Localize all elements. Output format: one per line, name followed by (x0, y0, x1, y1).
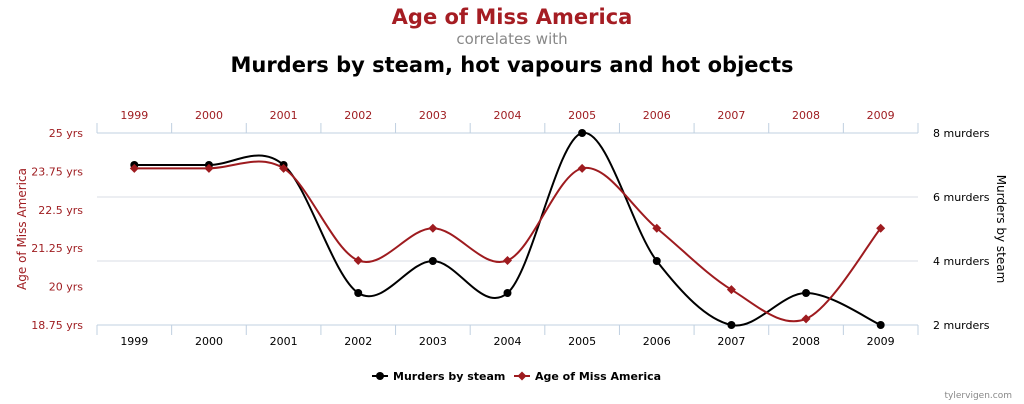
legend[interactable]: Murders by steam Age of Miss America (372, 370, 661, 383)
x-tick-label-bottom: 2006 (643, 335, 671, 348)
right-tick-label: 2 murders (933, 319, 990, 332)
right-tick-label: 8 murders (933, 127, 990, 140)
x-tick-label-top: 2009 (867, 109, 895, 122)
legend-item-murders-by-steam[interactable]: Murders by steam (372, 370, 505, 383)
x-tick-label-bottom: 2004 (494, 335, 522, 348)
x-tick-label-bottom: 2002 (344, 335, 372, 348)
left-axis-title: Age of Miss America (15, 168, 29, 290)
data-point-age-of-miss-america[interactable] (801, 314, 811, 324)
data-point-age-of-miss-america[interactable] (652, 223, 662, 233)
data-point-murders-by-steam[interactable] (428, 257, 437, 265)
data-point-murders-by-steam[interactable] (652, 257, 661, 265)
x-tick-label-top: 2002 (344, 109, 372, 122)
x-tick-label-bottom: 2001 (270, 335, 298, 348)
legend-label: Murders by steam (393, 370, 505, 383)
chart-title: Age of Miss America (392, 5, 633, 29)
right-tick-label: 6 murders (933, 191, 990, 204)
x-tick-label-top: 2000 (195, 109, 223, 122)
x-tick-label-top: 2005 (568, 109, 596, 122)
data-point-murders-by-steam[interactable] (354, 289, 363, 297)
x-tick-label-bottom: 2007 (717, 335, 745, 348)
x-tick-label-top: 2008 (792, 109, 820, 122)
x-tick-label-top: 2004 (494, 109, 522, 122)
x-tick-label-bottom: 2005 (568, 335, 596, 348)
data-point-age-of-miss-america[interactable] (726, 285, 736, 295)
data-point-age-of-miss-america[interactable] (428, 223, 438, 233)
left-tick-label: 22.5 yrs (38, 204, 83, 217)
data-point-age-of-miss-america[interactable] (503, 255, 512, 265)
data-point-age-of-miss-america[interactable] (129, 163, 139, 173)
data-point-murders-by-steam[interactable] (727, 321, 736, 329)
x-tick-label-top: 2007 (717, 109, 745, 122)
x-tick-label-top: 1999 (120, 109, 148, 122)
x-tick-label-bottom: 2008 (792, 335, 820, 348)
right-tick-label: 4 murders (933, 255, 990, 268)
data-point-age-of-miss-america[interactable] (353, 255, 363, 265)
data-point-murders-by-steam[interactable] (578, 129, 587, 137)
legend-marker (517, 371, 527, 381)
left-tick-label: 20 yrs (49, 281, 84, 294)
data-point-murders-by-steam[interactable] (876, 321, 885, 329)
data-point-age-of-miss-america[interactable] (577, 163, 587, 173)
left-tick-label: 18.75 yrs (31, 319, 83, 332)
series-line-age-of-miss-america (134, 160, 882, 323)
right-axis-title: Murders by steam (994, 175, 1008, 284)
x-tick-label-bottom: 2009 (867, 335, 895, 348)
x-tick-label-top: 2003 (419, 109, 447, 122)
data-point-age-of-miss-america[interactable] (279, 163, 289, 173)
x-tick-label-bottom: 2000 (195, 335, 223, 348)
data-point-age-of-miss-america[interactable] (204, 163, 214, 173)
left-tick-label: 21.25 yrs (31, 242, 83, 255)
x-tick-label-top: 2001 (270, 109, 298, 122)
left-tick-label: 25 yrs (49, 127, 84, 140)
legend-marker (376, 372, 384, 380)
legend-label: Age of Miss America (535, 370, 661, 383)
data-point-murders-by-steam[interactable] (503, 289, 512, 297)
chart-second-title: Murders by steam, hot vapours and hot ob… (230, 53, 793, 77)
left-tick-label: 23.75 yrs (31, 165, 83, 178)
x-tick-label-top: 2006 (643, 109, 671, 122)
x-tick-label-bottom: 1999 (120, 335, 148, 348)
legend-item-age-of-miss-america[interactable]: Age of Miss America (514, 370, 661, 383)
credit-text: tylervigen.com (945, 391, 1012, 401)
series (129, 129, 886, 329)
axes: 1999 1999 2000 2000 2001 2001 2002 2002 2003 2003… (15, 109, 1008, 348)
x-tick-label-bottom: 2003 (419, 335, 447, 348)
data-point-murders-by-steam[interactable] (802, 289, 811, 297)
chart-subtitle: correlates with (456, 30, 567, 48)
data-point-age-of-miss-america[interactable] (876, 223, 886, 233)
